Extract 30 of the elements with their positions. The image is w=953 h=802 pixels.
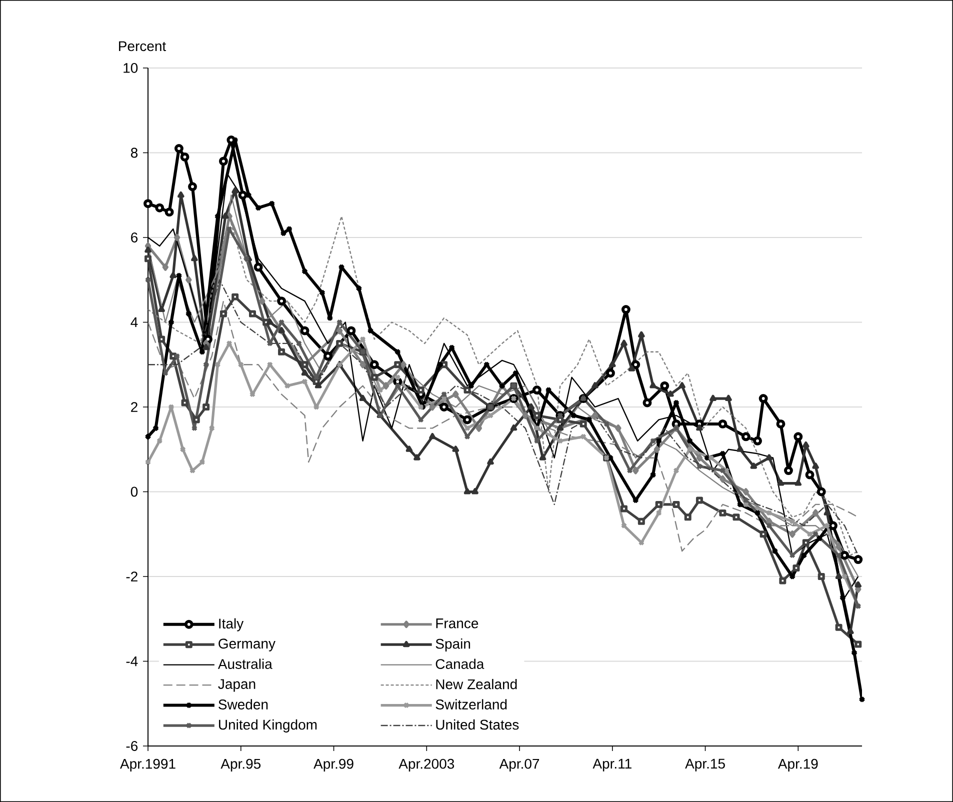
y-axis-title: Percent <box>119 41 166 52</box>
x-tick-label: Apr.07 <box>499 758 540 772</box>
legend-label: Canada <box>436 658 484 669</box>
x-tick-label: Apr.19 <box>778 758 818 772</box>
legend-label: Japan <box>218 679 256 692</box>
x-tick-label: Apr.95 <box>220 758 261 772</box>
y-tick-label: -2 <box>126 572 138 582</box>
legend-label: Spain <box>436 638 470 652</box>
y-tick-label: 10 <box>124 63 138 73</box>
legend-label: Australia <box>218 658 272 669</box>
legend-label: France <box>436 618 478 628</box>
x-tick-label: Apr.11 <box>592 758 632 772</box>
legend-label: Sweden <box>218 699 268 710</box>
y-tick-label: 8 <box>130 148 138 158</box>
y-tick-label: 6 <box>131 232 138 242</box>
x-tick-label: Apr.2003 <box>398 758 454 772</box>
y-tick-label: -4 <box>126 656 138 666</box>
y-tick-label: 4 <box>130 317 138 328</box>
legend-label: Italy <box>219 618 244 632</box>
legend-label: Germany <box>218 638 276 652</box>
y-tick-label: 0 <box>130 486 138 497</box>
legend-label: Switzerland <box>436 699 507 710</box>
legend-label: United Kingdom <box>218 719 317 732</box>
legend-label: United States <box>436 719 519 730</box>
x-tick-label: Apr.15 <box>685 758 725 772</box>
x-tick-label: Apr.99 <box>314 758 354 772</box>
x-tick-label: Apr.1991 <box>120 758 176 772</box>
legend-label: New Zealand <box>436 678 517 690</box>
y-tick-label: -6 <box>126 741 138 751</box>
y-tick-label: 2 <box>131 402 138 412</box>
